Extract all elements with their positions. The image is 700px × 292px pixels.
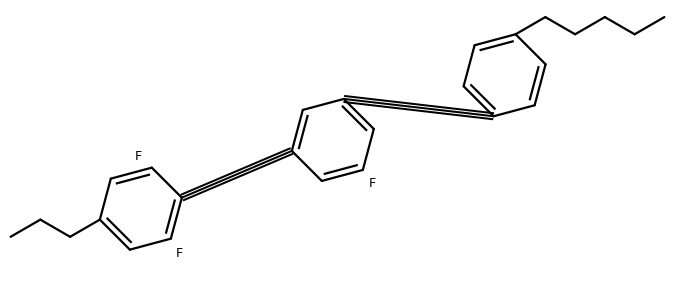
Text: F: F — [176, 247, 183, 260]
Text: F: F — [135, 150, 142, 163]
Text: F: F — [369, 177, 376, 190]
